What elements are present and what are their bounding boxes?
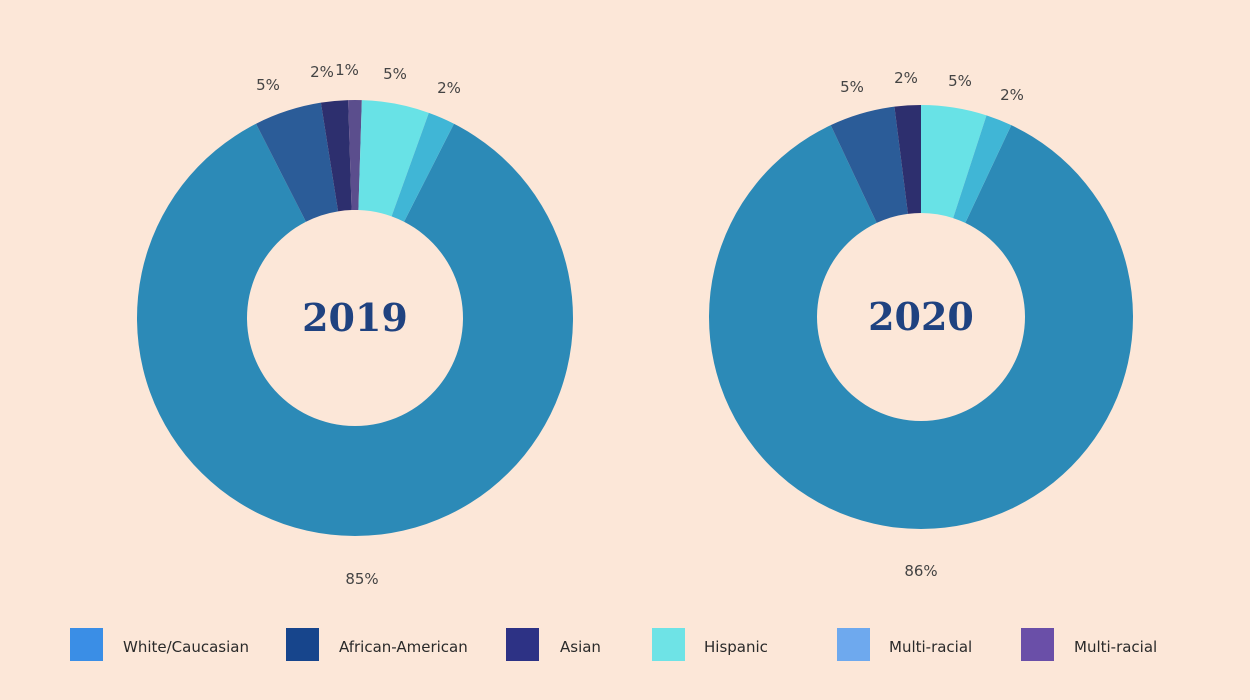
slice-label: 85% bbox=[345, 570, 378, 588]
legend-label: Multi-racial bbox=[889, 638, 973, 656]
donut-slice bbox=[320, 100, 352, 212]
donut-slice bbox=[894, 105, 921, 214]
legend-label: Hispanic bbox=[704, 638, 768, 656]
slice-label: 86% bbox=[904, 562, 937, 580]
donut-slice bbox=[348, 100, 362, 211]
donut-slice bbox=[358, 100, 429, 217]
legend-label: Asian bbox=[560, 638, 601, 656]
slice-label: 5% bbox=[840, 78, 864, 96]
donut-slice bbox=[256, 102, 339, 222]
legend-swatch bbox=[837, 628, 870, 661]
slice-label: 2% bbox=[437, 79, 461, 97]
legend-label: Multi-racial bbox=[1074, 638, 1158, 656]
slice-label: 5% bbox=[948, 72, 972, 90]
donut-slice bbox=[391, 112, 454, 222]
legend-swatch bbox=[652, 628, 685, 661]
slice-label: 5% bbox=[383, 65, 407, 83]
slice-label: 5% bbox=[256, 76, 280, 94]
slice-label: 1% bbox=[335, 61, 359, 79]
slice-label: 2% bbox=[1000, 86, 1024, 104]
legend-swatch bbox=[506, 628, 539, 661]
legend-label: African-American bbox=[339, 638, 468, 656]
legend: White/Caucasian African-American Asian H… bbox=[0, 628, 1250, 664]
donut-slice bbox=[137, 123, 573, 536]
donut-slice bbox=[830, 106, 908, 223]
donut-slice bbox=[953, 115, 1012, 223]
chart-center-label: 2019 bbox=[302, 295, 408, 340]
legend-swatch bbox=[1021, 628, 1054, 661]
chart-center-label: 2020 bbox=[868, 294, 974, 339]
donut-slice bbox=[708, 125, 1133, 530]
donut-chart-2020: 2020 86% 5% 2% 5% 2% bbox=[708, 69, 1133, 580]
legend-swatch bbox=[286, 628, 319, 661]
slice-label: 2% bbox=[310, 63, 334, 81]
donut-chart-2019: 2019 85%5%2% 1% 5%2% bbox=[137, 61, 573, 588]
legend-swatch bbox=[70, 628, 103, 661]
legend-label: White/Caucasian bbox=[123, 638, 249, 656]
donut-slice bbox=[921, 105, 987, 219]
slice-label: 2% bbox=[894, 69, 918, 87]
